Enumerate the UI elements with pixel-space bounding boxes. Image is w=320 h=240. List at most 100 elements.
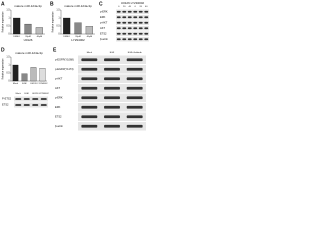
band (126, 115, 143, 119)
bar (21, 73, 28, 82)
band (133, 16, 138, 19)
blot-strip (116, 20, 149, 25)
y-tick-label: 0.5 (6, 25, 10, 28)
band (127, 38, 132, 41)
band (81, 105, 98, 109)
band (144, 38, 149, 41)
y-tick-label: 0 (8, 33, 10, 36)
band (81, 58, 98, 62)
blot-strip (14, 102, 48, 108)
lane-label: LY294002 (39, 93, 50, 95)
band (81, 86, 98, 90)
lane-label: Mock (87, 52, 93, 54)
chart-title: mature miR-124a-3p (64, 4, 92, 8)
lane-label: U0126 (32, 93, 39, 95)
blot-strip (116, 15, 149, 20)
band (15, 104, 22, 106)
band (133, 27, 138, 30)
band (32, 104, 39, 106)
x-tick-label: 40μM (87, 36, 93, 38)
band (81, 77, 98, 81)
row-label: ERK (100, 15, 106, 19)
band (122, 10, 127, 13)
band (133, 38, 138, 41)
band (40, 104, 47, 106)
lane-label: EGF (25, 93, 30, 95)
band (23, 98, 30, 100)
bar (85, 26, 93, 35)
row-label: p-ERK (55, 95, 63, 99)
band (138, 27, 143, 30)
row-label: p-EGFR(Y1068) (55, 57, 74, 61)
blot-strip (14, 96, 48, 102)
band (133, 10, 138, 13)
band (127, 27, 132, 30)
band (126, 77, 143, 81)
band (40, 98, 47, 100)
bar (30, 67, 37, 82)
band (116, 21, 121, 24)
row-label: ETS2 (2, 103, 9, 107)
y-tick-label: 1.5 (56, 9, 60, 12)
y-tick-label: 0 (58, 33, 60, 36)
band (116, 27, 121, 30)
x-tick-label: DMSO (13, 36, 20, 38)
figure: A B C D E mature miR-124a-3p Relative exp… (1, 1, 149, 131)
blot-strip (116, 9, 149, 14)
x-tick-label: 20μM (25, 36, 31, 38)
row-label: p-AKT (100, 20, 108, 24)
blot-strip (116, 37, 149, 42)
band (81, 67, 98, 71)
band (138, 32, 143, 35)
band (127, 21, 132, 24)
band (127, 32, 132, 35)
blot-strip (116, 31, 149, 36)
bar (12, 64, 19, 82)
band (81, 96, 98, 100)
y-tick-label: 1 (8, 64, 10, 67)
bar (13, 17, 21, 35)
y-tick-label: 0.5 (56, 25, 60, 28)
y-tick-label: 1 (58, 17, 60, 20)
x-axis-label: LY294002 (71, 38, 85, 42)
bar (39, 68, 46, 82)
x-tick-label: EGF (22, 83, 27, 85)
band (104, 67, 120, 71)
band (104, 58, 120, 62)
lane-label: 0 (118, 6, 120, 8)
x-tick-label: Mock (13, 83, 19, 85)
band (122, 21, 127, 24)
x-axis-label: U0126 (24, 38, 33, 42)
band (126, 67, 143, 71)
band (116, 16, 121, 19)
x-tick-label: DMSO (63, 36, 70, 38)
band (127, 16, 132, 19)
band (81, 115, 98, 119)
chart-title: mature miR-124a-3p (15, 51, 43, 55)
row-label: p-EGFR(Y1173) (55, 67, 74, 71)
band (122, 38, 127, 41)
band (104, 115, 120, 119)
row-label: ETS2 (55, 114, 62, 118)
x-tick-label: 20μM (75, 36, 81, 38)
x-tick-label: U0126 (30, 83, 37, 85)
band (126, 58, 143, 62)
lane-label: 40 (145, 6, 148, 8)
band (116, 10, 121, 13)
band (32, 98, 39, 100)
row-label: β-actin (55, 124, 63, 128)
band (104, 105, 120, 109)
bar (63, 17, 71, 35)
lane-label: 0 (135, 6, 137, 8)
row-label: AKT (55, 86, 60, 90)
panel-label: A (1, 1, 5, 7)
lane-label: 40 (129, 6, 132, 8)
band (23, 104, 30, 106)
row-label: p-AKT (55, 76, 63, 80)
y-tick-label: 0.5 (6, 72, 10, 75)
lane-label: 20 (140, 6, 143, 8)
band (127, 10, 132, 13)
x-tick-label: 40μM (37, 36, 43, 38)
band (138, 21, 143, 24)
y-tick-label: 1.5 (6, 9, 10, 12)
